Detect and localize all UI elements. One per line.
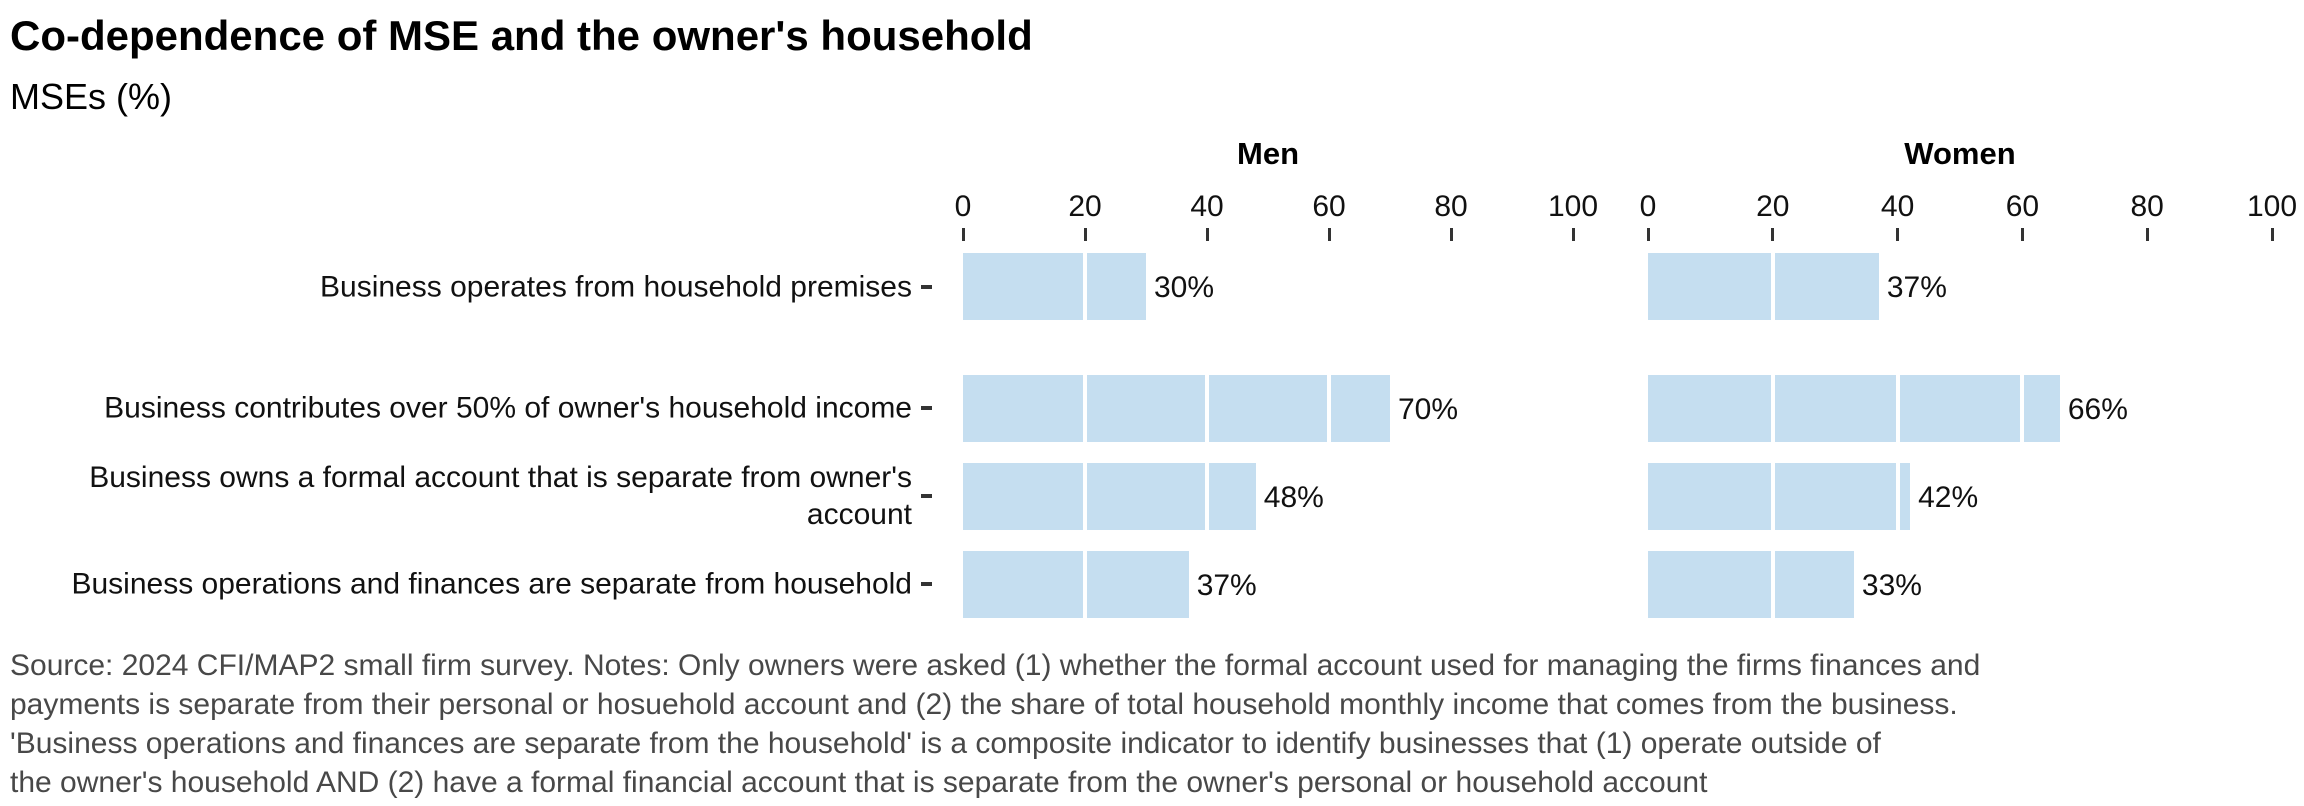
x-axis-tick-label-men: 40 <box>1190 190 1224 223</box>
x-axis-tick-mark-men <box>1449 228 1453 241</box>
category-label: Business operates from household premise… <box>320 270 912 304</box>
bar-women-1 <box>1648 375 2060 442</box>
panel-gridline-men <box>1571 248 1575 624</box>
x-axis-tick-mark-women <box>1646 228 1650 241</box>
bar-men-3 <box>963 551 1189 618</box>
x-axis-tick-label-women: 100 <box>2246 190 2298 223</box>
panel-gridline-men <box>1449 248 1453 624</box>
value-label-women-2: 42% <box>1918 480 1979 514</box>
x-axis-tick-mark-men <box>1083 228 1087 241</box>
y-axis-tick-mark <box>921 494 932 498</box>
y-axis-tick-mark <box>921 582 932 586</box>
panel-title-women: Women <box>1904 136 2016 171</box>
panel-gridline-women <box>1895 248 1900 624</box>
chart-subtitle: MSEs (%) <box>10 76 172 117</box>
value-label-women-0: 37% <box>1886 270 1947 304</box>
bar-men-2 <box>963 463 1256 530</box>
bar-women-3 <box>1648 551 1854 618</box>
source-note-line: payments is separate from their personal… <box>10 688 1958 721</box>
panel-title-men: Men <box>1237 136 1299 171</box>
panel-gridline-women <box>1770 248 1775 624</box>
x-axis-tick-label-women: 0 <box>1639 190 1657 223</box>
x-axis-tick-mark-women <box>2145 228 2149 241</box>
category-label: Business contributes over 50% of owner's… <box>104 391 912 425</box>
value-label-men-1: 70% <box>1398 392 1459 426</box>
x-axis-tick-label-men: 20 <box>1068 190 1102 223</box>
x-axis-tick-label-women: 80 <box>2130 190 2164 223</box>
x-axis-tick-mark-women <box>2020 228 2024 241</box>
panel-gridline-men <box>1205 248 1209 624</box>
panel-gridline-men <box>1083 248 1087 624</box>
value-label-women-3: 33% <box>1861 568 1922 602</box>
x-axis-tick-label-men: 80 <box>1434 190 1468 223</box>
chart-title: Co-dependence of MSE and the owner's hou… <box>10 12 1033 59</box>
y-axis-tick-mark <box>921 285 932 289</box>
bar-men-1 <box>963 375 1390 442</box>
y-axis-tick-mark <box>921 406 932 410</box>
x-axis-tick-label-men: 0 <box>954 190 972 223</box>
source-note-line: Source: 2024 CFI/MAP2 small firm survey.… <box>10 649 1981 682</box>
x-axis-tick-mark-women <box>1896 228 1900 241</box>
category-label: Business operations and finances are sep… <box>71 567 912 601</box>
source-note: Source: 2024 CFI/MAP2 small firm survey.… <box>10 646 1980 802</box>
bar-women-0 <box>1648 253 1879 320</box>
x-axis-tick-mark-men <box>1205 228 1209 241</box>
source-note-line: the owner's household AND (2) have a for… <box>10 766 1708 799</box>
source-note-line: 'Business operations and finances are se… <box>10 727 1881 760</box>
x-axis-tick-label-women: 20 <box>1756 190 1790 223</box>
x-axis-tick-label-men: 60 <box>1312 190 1346 223</box>
panel-gridline-men <box>1327 248 1331 624</box>
bar-men-0 <box>963 253 1146 320</box>
value-label-women-1: 66% <box>2067 392 2128 426</box>
value-label-men-0: 30% <box>1154 270 1215 304</box>
x-axis-tick-mark-women <box>1771 228 1775 241</box>
panel-gridline-women <box>2145 248 2150 624</box>
panel-gridline-women <box>2020 248 2025 624</box>
panel-gridline-women <box>2270 248 2274 624</box>
x-axis-tick-label-women: 40 <box>1880 190 1915 223</box>
category-label: Business owns a formal account that is s… <box>89 461 912 531</box>
x-axis-tick-mark-men <box>1327 228 1331 241</box>
value-label-men-3: 37% <box>1196 568 1257 602</box>
x-axis-tick-mark-men <box>961 228 965 241</box>
x-axis-tick-mark-men <box>1571 228 1575 241</box>
x-axis-tick-label-men: 100 <box>1547 190 1599 223</box>
x-axis-tick-mark-women <box>2270 228 2274 241</box>
value-label-men-2: 48% <box>1263 480 1324 514</box>
x-axis-tick-label-women: 60 <box>2005 190 2040 223</box>
bar-women-2 <box>1648 463 1911 530</box>
